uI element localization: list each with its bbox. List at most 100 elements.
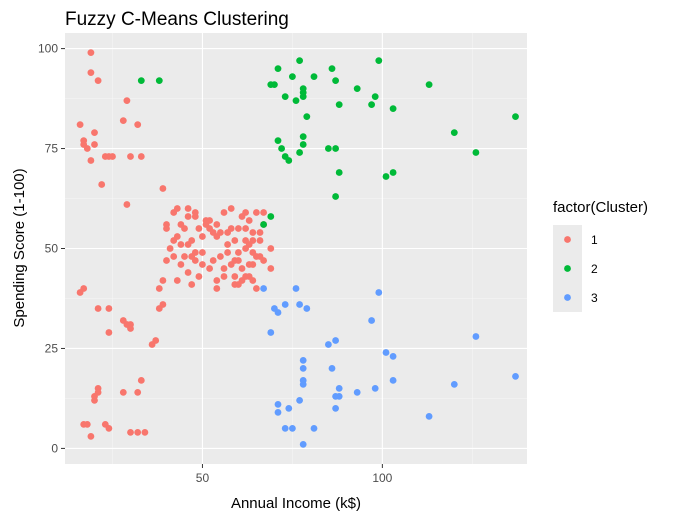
point-cluster-1: [188, 253, 196, 260]
point-cluster-1: [235, 257, 242, 264]
point-cluster-2: [271, 81, 278, 88]
point-cluster-1: [134, 429, 142, 436]
legend-swatch-2: [564, 265, 571, 272]
point-cluster-3: [299, 381, 307, 388]
point-cluster-1: [188, 237, 196, 244]
point-cluster-3: [296, 301, 303, 308]
point-cluster-3: [292, 285, 300, 292]
point-cluster-3: [289, 425, 296, 432]
point-cluster-3: [310, 425, 318, 432]
point-cluster-1: [91, 141, 98, 148]
point-cluster-2: [353, 85, 361, 92]
point-cluster-2: [274, 65, 282, 72]
point-cluster-1: [166, 245, 174, 252]
point-cluster-3: [274, 309, 282, 316]
point-cluster-3: [281, 301, 289, 308]
y-axis: 0 25 50 75 100: [38, 42, 65, 455]
point-cluster-1: [87, 69, 95, 76]
point-cluster-1: [188, 281, 196, 288]
point-cluster-1: [87, 157, 95, 164]
point-cluster-2: [296, 149, 303, 156]
point-cluster-1: [170, 253, 178, 260]
point-cluster-1: [242, 237, 250, 244]
point-cluster-1: [195, 225, 203, 232]
point-cluster-1: [199, 233, 206, 240]
point-cluster-1: [177, 241, 185, 248]
point-cluster-3: [371, 385, 379, 392]
point-cluster-1: [220, 265, 228, 272]
x-tick-label: 50: [196, 471, 210, 485]
point-cluster-2: [299, 89, 307, 96]
point-cluster-1: [119, 389, 127, 396]
legend-swatch-3: [564, 294, 571, 301]
point-cluster-1: [155, 285, 163, 292]
point-cluster-2: [278, 145, 285, 152]
point-cluster-2: [382, 173, 390, 180]
point-cluster-1: [94, 389, 102, 396]
point-cluster-2: [332, 193, 339, 200]
point-cluster-1: [238, 265, 246, 272]
x-axis: 50 100: [196, 464, 393, 485]
point-cluster-2: [335, 101, 343, 108]
point-cluster-3: [332, 337, 339, 344]
point-cluster-2: [389, 169, 397, 176]
point-cluster-2: [328, 65, 336, 72]
point-cluster-1: [191, 209, 199, 216]
y-tick-label: 75: [45, 142, 59, 156]
point-cluster-1: [206, 217, 214, 224]
points-layer: [76, 49, 519, 448]
point-cluster-1: [199, 249, 206, 256]
point-cluster-3: [281, 425, 289, 432]
point-cluster-3: [328, 365, 336, 372]
legend-label-1: 1: [591, 233, 598, 247]
point-cluster-3: [285, 405, 293, 412]
grid-major: [65, 33, 527, 464]
point-cluster-1: [267, 245, 275, 252]
point-cluster-1: [253, 285, 260, 292]
point-cluster-2: [292, 97, 300, 104]
point-cluster-1: [260, 209, 267, 216]
point-cluster-1: [127, 429, 134, 436]
point-cluster-2: [296, 57, 303, 64]
point-cluster-1: [159, 277, 167, 284]
point-cluster-1: [253, 209, 260, 216]
legend: factor(Cluster) 1 2 3: [553, 199, 648, 312]
point-cluster-1: [105, 425, 113, 432]
point-cluster-3: [325, 341, 332, 348]
point-cluster-1: [227, 205, 235, 212]
point-cluster-1: [220, 273, 228, 280]
point-cluster-3: [335, 385, 343, 392]
legend-title: factor(Cluster): [553, 199, 648, 216]
point-cluster-3: [472, 333, 480, 340]
point-cluster-3: [299, 357, 307, 364]
point-cluster-1: [87, 433, 95, 440]
point-cluster-1: [267, 265, 275, 272]
point-cluster-1: [173, 277, 181, 284]
point-cluster-1: [91, 129, 98, 137]
point-cluster-1: [249, 237, 257, 244]
point-cluster-1: [235, 225, 242, 232]
point-cluster-2: [303, 113, 311, 120]
point-cluster-1: [134, 121, 142, 128]
point-cluster-3: [274, 401, 282, 408]
point-cluster-2: [299, 141, 307, 148]
point-cluster-1: [235, 249, 242, 256]
point-cluster-1: [76, 289, 84, 296]
point-cluster-1: [217, 253, 224, 260]
point-cluster-1: [217, 229, 224, 236]
point-cluster-2: [274, 137, 282, 145]
point-cluster-1: [209, 257, 217, 264]
point-cluster-3: [375, 289, 383, 296]
point-cluster-3: [299, 365, 307, 372]
point-cluster-1: [224, 241, 232, 248]
point-cluster-1: [242, 209, 250, 216]
point-cluster-1: [249, 229, 257, 236]
point-cluster-2: [450, 129, 458, 137]
point-cluster-1: [231, 237, 239, 244]
point-cluster-2: [310, 73, 318, 80]
point-cluster-1: [256, 237, 264, 244]
point-cluster-1: [163, 257, 170, 264]
point-cluster-2: [371, 93, 379, 100]
point-cluster-1: [173, 205, 181, 212]
point-cluster-1: [119, 117, 127, 124]
